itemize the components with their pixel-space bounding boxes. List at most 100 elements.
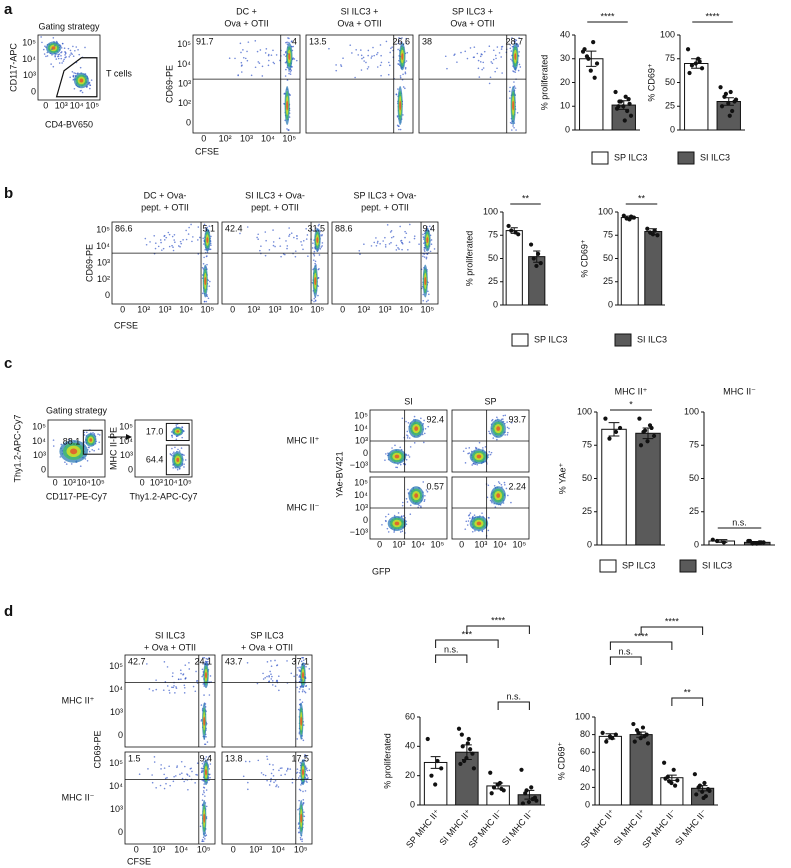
event-dot: [509, 44, 512, 46]
event-dot: [358, 249, 361, 252]
event-dot: [351, 52, 353, 54]
x-tick-label: 10³: [378, 304, 391, 314]
y-tick-label: 10⁵: [22, 38, 36, 48]
data-point: [627, 217, 632, 222]
event-dot: [172, 686, 175, 689]
quadrant-percent: 93.7: [508, 414, 526, 424]
event-dot: [203, 243, 205, 245]
y-tick-label: 10: [560, 101, 570, 111]
event-dot: [291, 65, 293, 68]
event-dot: [321, 245, 323, 247]
event-dot: [425, 256, 428, 259]
quadrant-percent: 42.4: [225, 223, 243, 233]
event-dot: [289, 68, 292, 71]
event-dot: [397, 42, 399, 45]
event-dot: [422, 255, 424, 258]
event-dot: [183, 463, 185, 465]
density: [514, 53, 517, 60]
event-dot: [289, 768, 292, 770]
data-point: [535, 251, 541, 256]
density: [89, 438, 93, 442]
event-dot: [465, 520, 468, 523]
gate: [55, 57, 98, 98]
x-tick-label: 10³: [55, 100, 68, 110]
x-tick-label: 10²: [357, 304, 370, 314]
data-point: [464, 755, 469, 761]
event-dot: [433, 248, 436, 250]
event-dot: [197, 239, 199, 241]
event-dot: [203, 787, 206, 789]
y-tick-label: 0: [587, 539, 592, 549]
event-dot: [305, 780, 307, 782]
event-dot: [155, 688, 158, 691]
event-dot: [146, 663, 148, 665]
event-dot: [73, 87, 76, 90]
event-dot: [490, 61, 493, 63]
x-axis-label: CFSE: [114, 320, 138, 330]
bar: [505, 230, 523, 306]
flow-plot-frame: [134, 419, 193, 478]
data-point: [622, 118, 627, 123]
x-axis-label: CD117-PE-Cy7: [46, 491, 107, 501]
event-dot: [299, 666, 301, 669]
data-point: [613, 429, 619, 435]
event-dot: [380, 74, 382, 77]
density: [399, 100, 402, 111]
data-point: [618, 99, 623, 104]
event-dot: [228, 57, 231, 60]
bar: [598, 735, 622, 806]
event-dot: [395, 93, 398, 95]
density: [316, 237, 319, 243]
event-dot: [399, 55, 402, 58]
event-dot: [171, 436, 174, 438]
quadrant-percent: 43.7: [225, 656, 243, 666]
y-tick-label: 10⁵: [32, 422, 46, 432]
event-dot: [290, 69, 293, 72]
x-axis-label: CD4-BV650: [45, 119, 93, 129]
data-point: [671, 767, 676, 772]
event-dot: [406, 430, 409, 433]
event-dot: [289, 94, 291, 96]
event-dot: [513, 85, 516, 87]
event-dot: [468, 452, 471, 454]
event-dot: [426, 490, 429, 493]
event-dot: [518, 51, 521, 53]
flow-plot-frame: [418, 34, 527, 134]
event-dot: [174, 775, 177, 777]
event-dot: [377, 240, 379, 243]
x-tick-label: 10⁵: [513, 539, 527, 549]
event-dot: [79, 66, 82, 69]
event-dot: [395, 249, 398, 251]
x-tick-label: 10³: [249, 844, 262, 854]
significance-label: n.s.: [732, 517, 747, 527]
event-dot: [188, 226, 190, 229]
event-dot: [476, 463, 479, 466]
event-dot: [196, 774, 199, 776]
event-dot: [397, 125, 400, 128]
event-dot: [335, 64, 337, 66]
event-dot: [308, 688, 311, 690]
event-dot: [240, 61, 243, 64]
y-tick-label: 10³: [110, 804, 123, 814]
event-dot: [430, 228, 432, 230]
event-dot: [302, 739, 305, 742]
event-dot: [305, 768, 307, 771]
event-dot: [294, 255, 297, 258]
x-tick-label: 10³: [474, 539, 487, 549]
event-dot: [510, 421, 513, 424]
quadrant-percent: 9.4: [422, 223, 435, 233]
event-dot: [61, 42, 64, 45]
event-dot: [425, 257, 428, 260]
event-dot: [305, 665, 307, 668]
y-axis-label: % proliferated: [539, 55, 549, 111]
event-dot: [296, 738, 299, 740]
event-dot: [289, 73, 292, 75]
event-dot: [511, 129, 513, 131]
data-point: [645, 439, 650, 444]
density: [70, 448, 78, 455]
x-tick-label: 10³: [152, 844, 165, 854]
event-dot: [385, 520, 387, 523]
event-dot: [402, 515, 405, 517]
event-dot: [242, 56, 245, 59]
y-tick-label: 10³: [355, 502, 368, 512]
